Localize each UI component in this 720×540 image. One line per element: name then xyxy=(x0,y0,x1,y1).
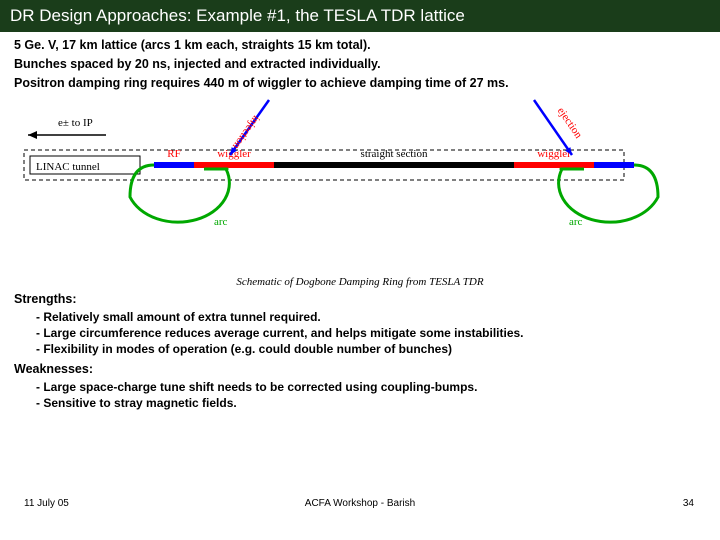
svg-text:injection: injection xyxy=(230,113,262,152)
bullet-3: Positron damping ring requires 440 m of … xyxy=(14,76,706,90)
svg-text:straight section: straight section xyxy=(361,148,428,160)
slide-title: DR Design Approaches: Example #1, the TE… xyxy=(0,0,720,32)
dogbone-diagram: LINAC tunnel e± to IP RF wiggler straight se… xyxy=(14,95,706,270)
strength-1: - Relatively small amount of extra tunne… xyxy=(36,309,706,325)
svg-text:LINAC tunnel: LINAC tunnel xyxy=(36,161,100,173)
bullet-1: 5 Ge. V, 17 km lattice (arcs 1 km each, … xyxy=(14,38,706,52)
diagram-caption: Schematic of Dogbone Damping Ring from T… xyxy=(14,276,706,288)
svg-text:e± to IP: e± to IP xyxy=(58,117,93,129)
weakness-2: - Sensitive to stray magnetic fields. xyxy=(36,395,706,411)
page-number: 34 xyxy=(683,498,694,509)
svg-text:arc: arc xyxy=(569,216,583,228)
svg-text:RF: RF xyxy=(167,148,180,160)
slide-content: 5 Ge. V, 17 km lattice (arcs 1 km each, … xyxy=(0,32,720,411)
strength-3: - Flexibility in modes of operation (e.g… xyxy=(36,341,706,357)
svg-text:arc: arc xyxy=(214,216,228,228)
weakness-1: - Large space-charge tune shift needs to… xyxy=(36,379,706,395)
footer-center: ACFA Workshop - Barish xyxy=(305,498,415,509)
strengths-header: Strengths: xyxy=(14,292,706,306)
footer-date: 11 July 05 xyxy=(24,498,69,509)
bullet-2: Bunches spaced by 20 ns, injected and ex… xyxy=(14,57,706,71)
svg-text:wiggler: wiggler xyxy=(537,148,571,160)
strength-2: - Large circumference reduces average cu… xyxy=(36,325,706,341)
weaknesses-header: Weaknesses: xyxy=(14,362,706,376)
